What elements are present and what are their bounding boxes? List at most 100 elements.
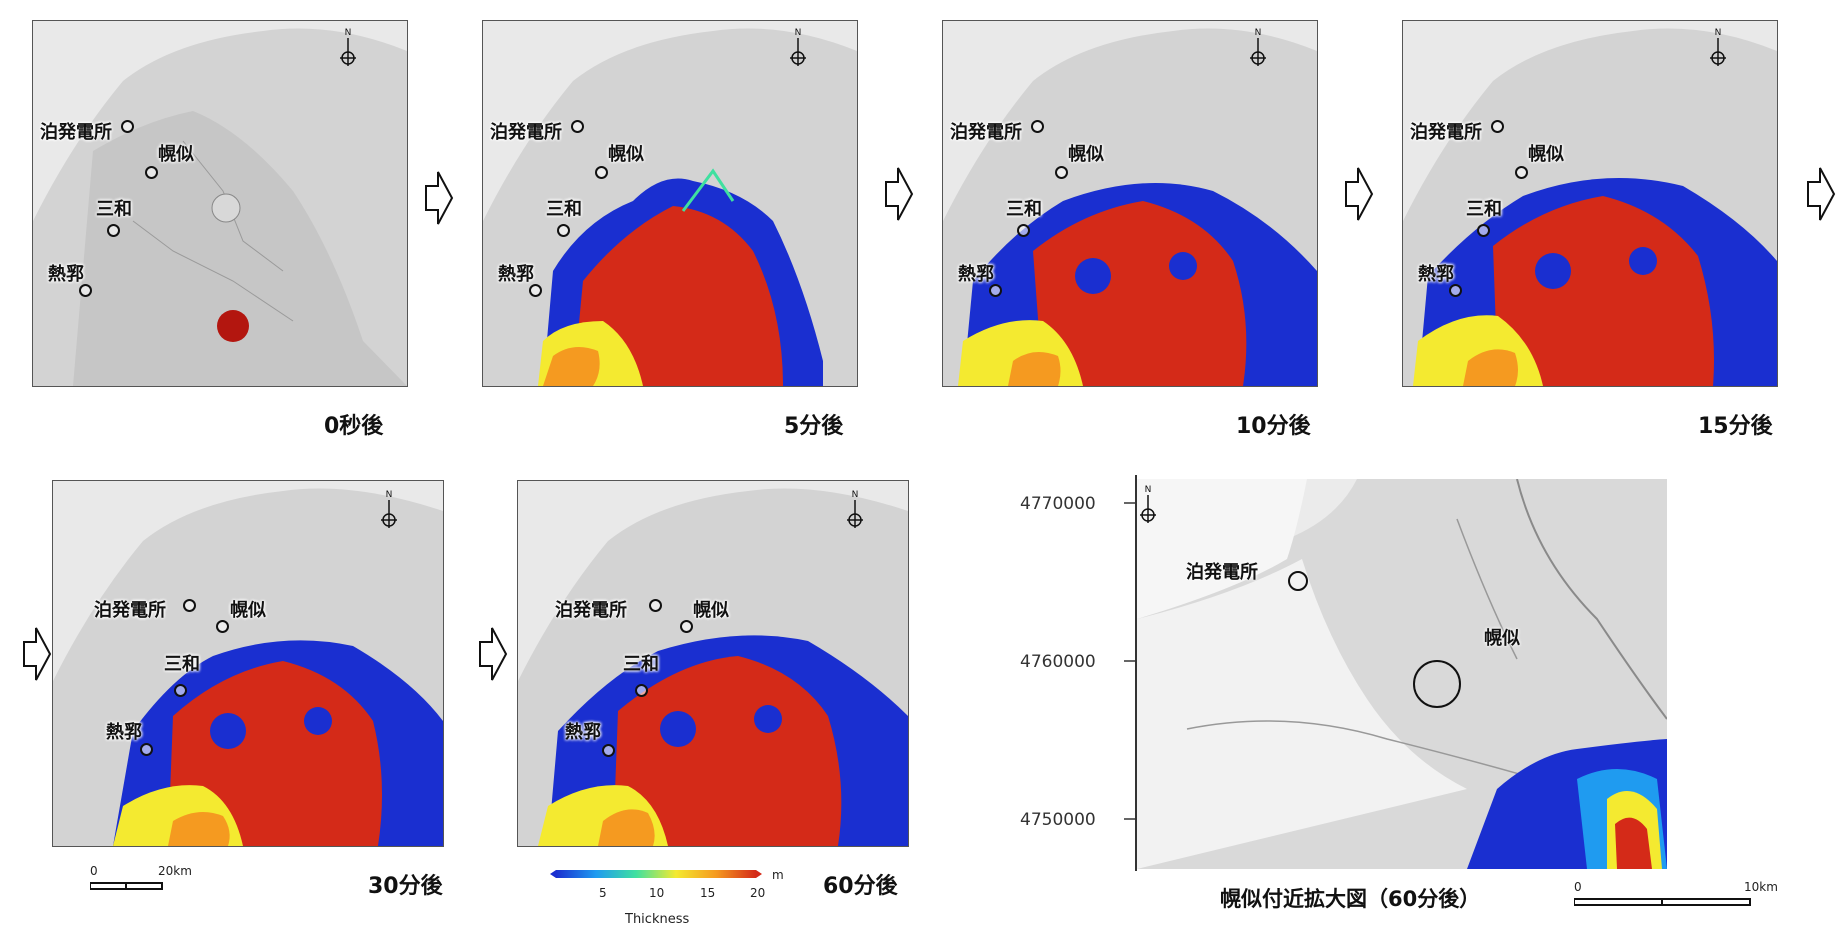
site-label-horoni: 幌似 <box>158 144 194 165</box>
site-label-horoni: 幌似 <box>608 144 644 165</box>
site-label-atsuka: 熱郛 <box>1418 264 1454 285</box>
map-frame <box>482 20 858 387</box>
thickness-legend: m 5 10 15 20 Thickness <box>550 868 784 938</box>
zoom-y-tick: 4760000 <box>1020 652 1096 672</box>
site-label-horoni: 幌似 <box>1068 144 1104 165</box>
zoom-scale-bar: 0 10km <box>1574 880 1778 910</box>
site-marker-atsuka <box>140 743 153 756</box>
site-label-atsuka: 熱郛 <box>958 264 994 285</box>
map-frame <box>942 20 1318 387</box>
map-frame <box>32 20 408 387</box>
zoom-site-label-tomari: 泊発電所 <box>1186 562 1258 583</box>
site-label-horoni: 幌似 <box>230 600 266 621</box>
site-marker-horoni <box>1413 660 1461 708</box>
site-label-tomari: 泊発電所 <box>490 122 562 143</box>
north-arrow-icon: N <box>1708 28 1728 68</box>
site-marker-horoni <box>1515 166 1528 179</box>
site-label-tomari: 泊発電所 <box>950 122 1022 143</box>
terrain-map <box>518 481 908 846</box>
site-label-tomari: 泊発電所 <box>1410 122 1482 143</box>
legend-title: Thickness <box>625 912 690 927</box>
legend-max-triangle <box>756 870 762 878</box>
site-marker-atsuka <box>989 284 1002 297</box>
site-label-horoni: 幌似 <box>1528 144 1564 165</box>
site-label-tomari: 泊発電所 <box>555 600 627 621</box>
legend-unit: m <box>772 868 784 882</box>
site-label-atsuka: 熱郛 <box>498 264 534 285</box>
next-arrow-icon <box>478 626 508 686</box>
site-label-sanwa: 三和 <box>546 199 582 220</box>
site-marker-horoni <box>216 620 229 633</box>
map-frame <box>517 480 909 847</box>
next-arrow-icon <box>424 170 454 230</box>
scale-bar: 0 20km <box>90 864 192 894</box>
north-arrow-icon: N <box>845 490 865 530</box>
next-arrow-icon <box>884 166 914 226</box>
time-label: 10分後 <box>1236 414 1311 439</box>
site-marker-horoni <box>145 166 158 179</box>
time-label: 5分後 <box>784 414 844 439</box>
site-label-atsuka: 熱郛 <box>565 722 601 743</box>
site-marker-atsuka <box>602 744 615 757</box>
site-marker-sanwa <box>107 224 120 237</box>
site-label-sanwa: 三和 <box>96 199 132 220</box>
next-arrow-icon <box>1806 166 1836 226</box>
time-label: 15分後 <box>1698 414 1773 439</box>
time-label: 60分後 <box>823 874 898 899</box>
map-panel-0s: 泊発電所 幌似 三和 熱郛 N 0秒後 <box>20 10 420 439</box>
site-marker-atsuka <box>529 284 542 297</box>
terrain-map <box>33 21 407 386</box>
site-label-sanwa: 三和 <box>1006 199 1042 220</box>
site-marker-horoni <box>595 166 608 179</box>
legend-color-bar <box>556 870 756 878</box>
site-label-atsuka: 熱郛 <box>48 264 84 285</box>
legend-tick: 10 <box>649 886 665 900</box>
site-marker-tomari <box>649 599 662 612</box>
zoom-y-tick: 4770000 <box>1020 494 1096 514</box>
north-arrow-icon: N <box>1138 485 1158 525</box>
site-marker-atsuka <box>79 284 92 297</box>
legend-min-triangle <box>550 870 556 878</box>
site-label-horoni: 幌似 <box>693 600 729 621</box>
site-label-tomari: 泊発電所 <box>94 600 166 621</box>
legend-tick: 5 <box>599 886 607 900</box>
site-label-atsuka: 熱郛 <box>106 722 142 743</box>
site-marker-tomari <box>1031 120 1044 133</box>
map-panel-15m: 泊発電所 幌似 三和 熱郛 N 15分後 <box>1390 10 1790 439</box>
map-panel-30m: 泊発電所 幌似 三和 熱郛 N 0 20km 30分後 <box>40 470 480 900</box>
zoom-site-label-horoni: 幌似 <box>1484 628 1520 649</box>
site-marker-sanwa <box>1477 224 1490 237</box>
site-label-sanwa: 三和 <box>623 654 659 675</box>
site-marker-sanwa <box>174 684 187 697</box>
site-marker-sanwa <box>635 684 648 697</box>
terrain-map <box>1403 21 1777 386</box>
north-arrow-icon: N <box>379 490 399 530</box>
zoom-y-axis <box>1124 475 1137 871</box>
site-marker-sanwa <box>1017 224 1030 237</box>
site-label-sanwa: 三和 <box>1466 199 1502 220</box>
next-arrow-icon <box>22 626 52 686</box>
zoom-map-frame <box>1137 479 1667 869</box>
site-marker-tomari <box>1288 571 1308 591</box>
terrain-map <box>943 21 1317 386</box>
zoom-panel-horoni: 4770000 4760000 4750000 N 泊発電所 幌似 幌似付近拡大… <box>1020 475 1790 925</box>
site-label-tomari: 泊発電所 <box>40 122 112 143</box>
north-arrow-icon: N <box>338 28 358 68</box>
map-frame <box>52 480 444 847</box>
next-arrow-icon <box>1344 166 1374 226</box>
zoom-caption: 幌似付近拡大図（60分後） <box>1220 887 1481 911</box>
site-marker-sanwa <box>557 224 570 237</box>
site-marker-atsuka <box>1449 284 1462 297</box>
north-arrow-icon: N <box>1248 28 1268 68</box>
site-marker-tomari <box>571 120 584 133</box>
site-marker-tomari <box>121 120 134 133</box>
map-frame <box>1402 20 1778 387</box>
time-label: 30分後 <box>368 874 443 899</box>
zoom-terrain-map <box>1137 479 1667 869</box>
site-marker-tomari <box>183 599 196 612</box>
site-marker-horoni <box>1055 166 1068 179</box>
zoom-y-tick: 4750000 <box>1020 810 1096 830</box>
map-panel-60m: 泊発電所 幌似 三和 熱郛 N m 5 10 15 20 Thickness 6… <box>505 470 945 938</box>
terrain-map <box>483 21 857 386</box>
site-label-sanwa: 三和 <box>164 654 200 675</box>
